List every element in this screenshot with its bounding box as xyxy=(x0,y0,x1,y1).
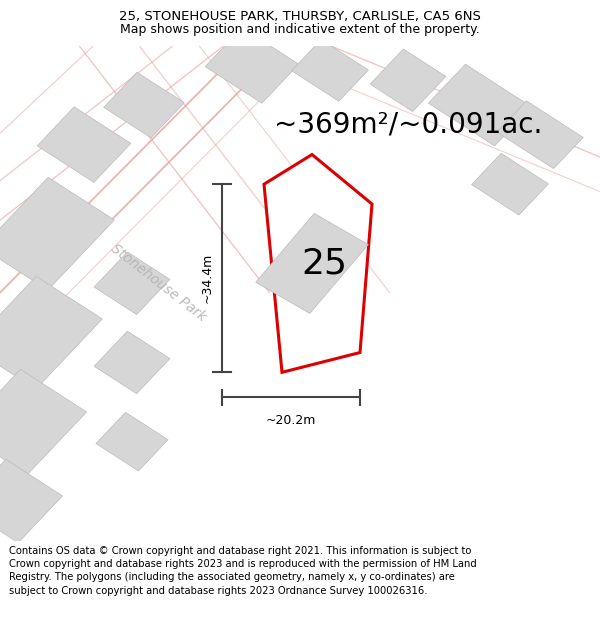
Polygon shape xyxy=(292,39,368,101)
Polygon shape xyxy=(428,64,532,146)
Text: ~369m²/~0.091ac.: ~369m²/~0.091ac. xyxy=(274,111,542,139)
Polygon shape xyxy=(0,459,62,542)
Polygon shape xyxy=(497,101,583,169)
Text: Map shows position and indicative extent of the property.: Map shows position and indicative extent… xyxy=(120,22,480,36)
Polygon shape xyxy=(96,412,168,471)
Polygon shape xyxy=(94,252,170,314)
Text: Stonehouse Park: Stonehouse Park xyxy=(108,242,209,324)
Text: ~34.4m: ~34.4m xyxy=(200,253,214,303)
Polygon shape xyxy=(472,153,548,215)
Polygon shape xyxy=(0,369,86,474)
Text: Contains OS data © Crown copyright and database right 2021. This information is : Contains OS data © Crown copyright and d… xyxy=(9,546,477,596)
Polygon shape xyxy=(94,331,170,394)
Text: 25, STONEHOUSE PARK, THURSBY, CARLISLE, CA5 6NS: 25, STONEHOUSE PARK, THURSBY, CARLISLE, … xyxy=(119,10,481,23)
Polygon shape xyxy=(256,213,368,314)
Polygon shape xyxy=(0,276,103,389)
Text: ~20.2m: ~20.2m xyxy=(266,414,316,428)
Polygon shape xyxy=(205,28,299,103)
Polygon shape xyxy=(264,154,372,372)
Polygon shape xyxy=(370,49,446,111)
Polygon shape xyxy=(104,72,184,138)
Polygon shape xyxy=(0,177,115,290)
Polygon shape xyxy=(37,107,131,182)
Text: 25: 25 xyxy=(301,246,347,281)
